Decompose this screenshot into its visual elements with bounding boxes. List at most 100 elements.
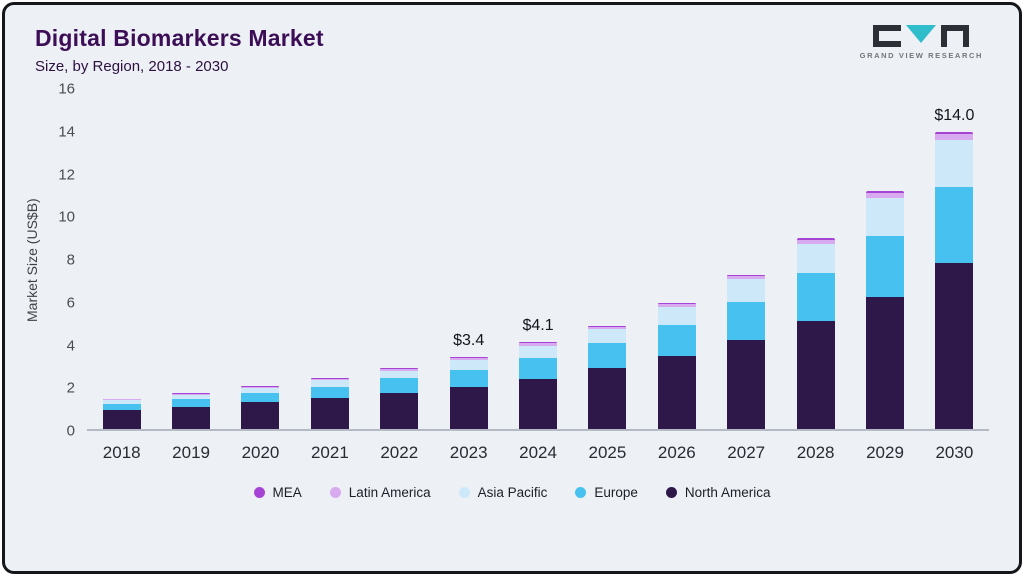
grand-view-research-logo: GRAND VIEW RESEARCH xyxy=(860,25,983,60)
bar-segment-europe xyxy=(241,392,280,403)
legend-item-europe: Europe xyxy=(575,485,638,500)
x-tick-label-2030: 2030 xyxy=(935,443,974,462)
bar-segment-latin-america xyxy=(727,276,766,280)
legend-label: MEA xyxy=(272,485,302,500)
bar-segment-asia-pacific xyxy=(657,306,696,325)
x-tick-label-2021: 2021 xyxy=(310,443,349,462)
value-annotation-2030: $14.0 xyxy=(934,106,975,124)
bar-segment-asia-pacific xyxy=(172,394,211,399)
legend-swatch-icon xyxy=(665,487,677,498)
bar-segment-europe xyxy=(588,342,627,369)
stacked-bar-chart: Market Size (US$B) 0 2 4 6 8 10 12 14 16 $3.4 $4.… xyxy=(5,81,1019,463)
bar-segment-europe xyxy=(796,272,835,321)
value-annotation-2024: $4.1 xyxy=(522,316,554,334)
bar-segment-asia-pacific xyxy=(102,400,141,404)
bar-segment-europe xyxy=(727,301,766,340)
bar-segment-europe xyxy=(449,369,488,387)
bar-column-2024: $4.1 xyxy=(503,89,572,429)
chart-main: 0 2 4 6 8 10 12 14 16 $3.4 $4.1 $14.0 2018 2019 2020… xyxy=(43,81,989,463)
bar-segment-latin-america xyxy=(449,357,488,360)
legend-label: Asia Pacific xyxy=(477,485,548,500)
stacked-bar-2025 xyxy=(588,89,627,429)
bar-column-2029 xyxy=(850,89,919,429)
x-tick-label-2024: 2024 xyxy=(519,443,557,462)
stacked-bar-2029 xyxy=(865,89,904,429)
bar-segment-north-america xyxy=(865,297,904,429)
x-tick-label-2020: 2020 xyxy=(241,443,280,462)
bar-segment-north-america xyxy=(449,386,488,429)
bar-segment-europe xyxy=(102,403,141,410)
plot-row: 0 2 4 6 8 10 12 14 16 $3.4 $4.1 $14.0 xyxy=(43,81,989,440)
bar-column-2023: $3.4 xyxy=(434,89,503,429)
x-tick-label-2022: 2022 xyxy=(380,443,419,462)
bar-segment-asia-pacific xyxy=(727,279,766,302)
bar-segment-latin-america xyxy=(519,343,558,346)
value-annotation-2023: $3.4 xyxy=(453,331,485,349)
bar-segment-asia-pacific xyxy=(519,345,558,358)
y-tick-label: 10 xyxy=(58,208,75,226)
bar-segment-mea xyxy=(241,386,280,387)
stacked-bar-2022 xyxy=(380,89,419,429)
bar-segment-asia-pacific xyxy=(380,370,419,379)
bar-segment-north-america xyxy=(588,368,627,429)
y-tick-label: 6 xyxy=(66,294,75,312)
bar-segment-europe xyxy=(935,186,974,264)
x-tick-label-2028: 2028 xyxy=(796,443,835,462)
bar-column-2030: $14.0 xyxy=(920,89,989,429)
page-subtitle: Size, by Region, 2018 - 2030 xyxy=(35,58,229,75)
stacked-bar-2028 xyxy=(796,89,835,429)
bar-column-2019 xyxy=(156,89,225,429)
y-tick-label: 12 xyxy=(58,166,75,183)
bar-segment-mea xyxy=(380,368,419,370)
bar-segment-mea xyxy=(310,377,349,379)
stacked-bar-2030 xyxy=(935,89,974,429)
legend-item-north-america: North America xyxy=(665,485,770,500)
y-tick-label: 16 xyxy=(58,80,75,98)
legend-item-asia-pacific: Asia Pacific xyxy=(458,485,548,500)
stacked-bar-2027 xyxy=(727,89,766,429)
stacked-bar-2024 xyxy=(519,89,558,429)
bar-segment-europe xyxy=(380,378,419,393)
legend-swatch-icon xyxy=(329,487,341,498)
bar-segment-asia-pacific xyxy=(796,244,835,273)
bar-segment-mea xyxy=(865,191,904,194)
stacked-bar-2019 xyxy=(172,89,211,429)
bar-column-2027 xyxy=(712,89,781,429)
bar-segment-mea xyxy=(935,131,974,134)
bar-segment-asia-pacific xyxy=(241,388,280,393)
bar-segment-mea xyxy=(172,392,211,394)
x-tick-label-2019: 2019 xyxy=(172,443,210,462)
bar-segment-latin-america xyxy=(380,369,419,371)
x-axis-labels: 2018 2019 2020 2021 2022 2023 2024 2025 2026 2027… xyxy=(87,431,989,463)
bar-segment-north-america xyxy=(935,263,974,429)
bar-segment-asia-pacific xyxy=(449,359,488,370)
legend-item-mea: MEA xyxy=(253,485,302,500)
bar-segment-latin-america xyxy=(865,193,904,199)
legend-swatch-icon xyxy=(253,487,265,498)
header: Digital Biomarkers Market Size, by Regio… xyxy=(5,19,1019,75)
stacked-bar-2023 xyxy=(449,89,488,429)
legend: MEA Latin America Asia Pacific Europe North … xyxy=(5,485,1019,500)
stacked-bar-2026 xyxy=(657,89,696,429)
bar-segment-mea xyxy=(727,274,766,277)
y-tick-label: 0 xyxy=(66,422,75,440)
y-tick-label: 14 xyxy=(58,123,75,141)
y-tick-label: 2 xyxy=(66,379,75,397)
logo-mark-icon xyxy=(873,25,970,47)
title-block: Digital Biomarkers Market Size, by Regio… xyxy=(35,25,324,75)
bar-segment-europe xyxy=(172,398,211,407)
bar-segment-mea xyxy=(796,237,835,240)
bar-segment-north-america xyxy=(380,392,419,429)
bar-column-2025 xyxy=(573,89,642,429)
bar-segment-latin-america xyxy=(310,378,349,381)
legend-label: Latin America xyxy=(348,485,431,500)
bar-segment-mea xyxy=(657,302,696,305)
bar-segment-europe xyxy=(657,324,696,356)
bar-segment-north-america xyxy=(310,398,349,429)
bar-segment-north-america xyxy=(172,406,211,429)
x-tick-label-2027: 2027 xyxy=(727,443,766,462)
bar-column-2021 xyxy=(295,89,364,429)
y-axis-ticks: 0 2 4 6 8 10 12 14 16 xyxy=(43,81,87,440)
bar-segment-mea xyxy=(588,325,627,327)
